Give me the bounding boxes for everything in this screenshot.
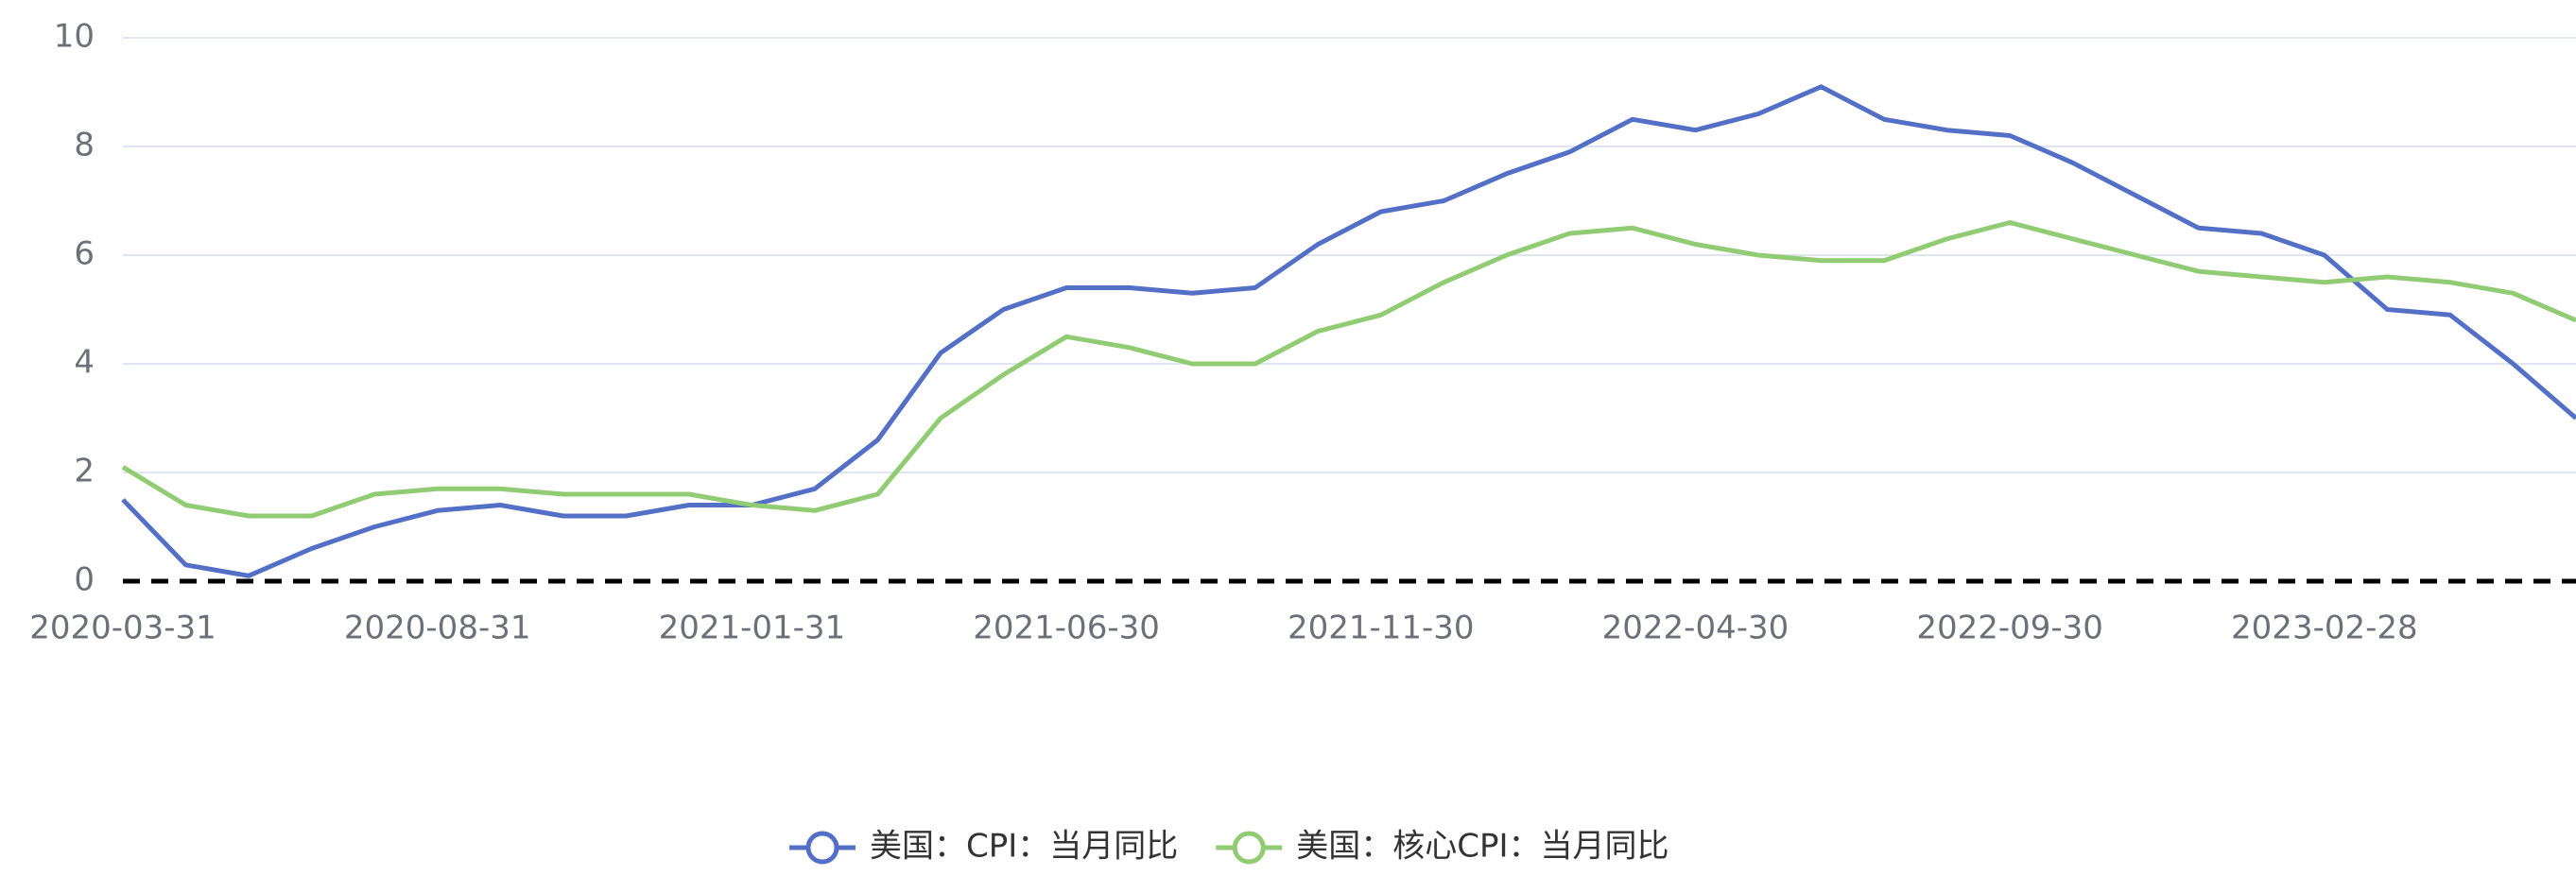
y-tick-label: 10 xyxy=(54,18,95,56)
x-tick-label: 2021-06-30 xyxy=(973,610,1160,647)
x-tick-label: 2021-11-30 xyxy=(1288,610,1475,647)
legend: 美国：CPI：当月同比 美国：核心CPI：当月同比 xyxy=(789,828,1669,866)
y-tick-label: 6 xyxy=(74,235,95,273)
x-tick-label: 2022-04-30 xyxy=(1602,610,1789,647)
y-tick-label: 4 xyxy=(74,344,95,382)
x-tick-label: 2021-01-31 xyxy=(659,610,846,647)
y-tick-label: 2 xyxy=(74,453,95,490)
x-tick-label: 2020-03-31 xyxy=(29,610,216,647)
x-tick-label: 2020-08-31 xyxy=(344,610,531,647)
x-tick-label: 2022-09-30 xyxy=(1916,610,2103,647)
legend-marker xyxy=(805,831,839,865)
legend-label: 美国：CPI：当月同比 xyxy=(870,828,1178,866)
legend-marker xyxy=(1232,831,1266,865)
y-tick-label: 0 xyxy=(74,561,95,599)
series-line xyxy=(121,220,2576,519)
y-tick-label: 8 xyxy=(74,127,95,164)
legend-label: 美国：核心CPI：当月同比 xyxy=(1296,828,1668,866)
series-line xyxy=(121,84,2576,578)
x-tick-label: 2023-02-28 xyxy=(2231,610,2418,647)
